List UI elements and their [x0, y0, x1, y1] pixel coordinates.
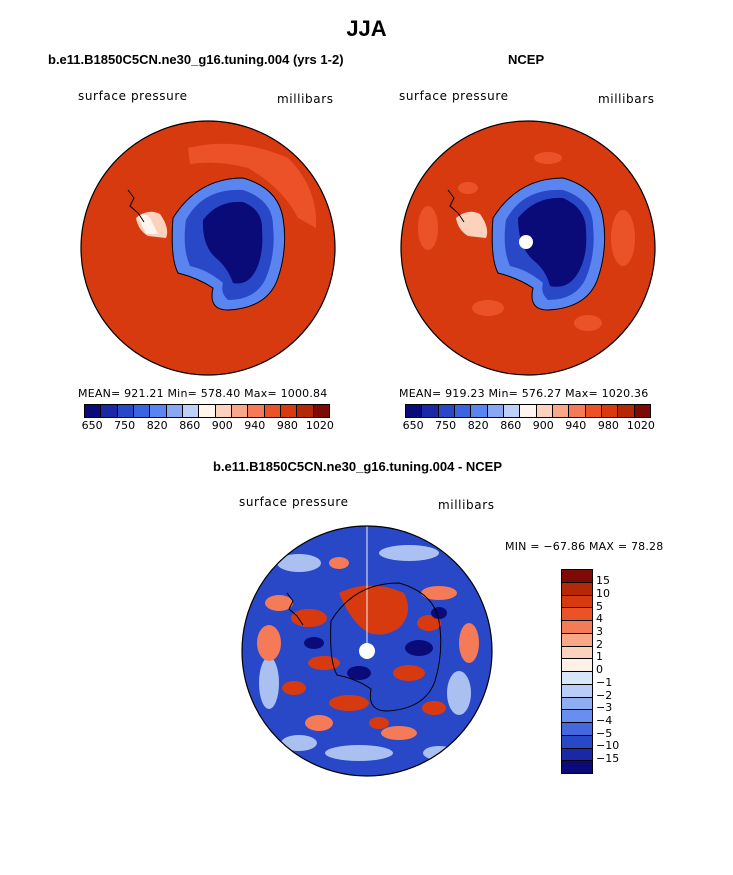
- colorbar-swatch: [562, 621, 592, 634]
- colorbar-tick-label: 4: [596, 612, 603, 626]
- colorbar-swatch: [562, 608, 592, 621]
- map-difference-surface-pressure: [241, 525, 493, 777]
- colorbar-tick-label: 750: [114, 419, 136, 432]
- colorbar-tick-label: 1020: [305, 419, 334, 432]
- colorbar-tick-label: 0: [596, 663, 603, 677]
- colorbar-swatch: [166, 405, 183, 417]
- colorbar-tick-label: 10: [596, 587, 610, 601]
- colorbar-tick-label: 650: [81, 419, 103, 432]
- colorbar-swatch: [117, 405, 134, 417]
- colorbar-tick-label: 940: [244, 419, 266, 432]
- colorbar-tick-label: 980: [597, 419, 619, 432]
- panel-2-units-label: millibars: [598, 92, 655, 106]
- panel-3-title: b.e11.B1850C5CN.ne30_g16.tuning.004 - NC…: [213, 459, 503, 474]
- colorbar-swatch: [280, 405, 298, 417]
- colorbar-tick-label: 2: [596, 637, 603, 651]
- colorbar-swatch: [552, 405, 570, 417]
- panel-3-units-label: millibars: [438, 498, 495, 512]
- panel-2-variable-label: surface pressure: [399, 89, 509, 103]
- colorbar-swatch: [406, 405, 423, 417]
- colorbar-swatch: [562, 659, 592, 672]
- colorbar-tick-label: 820: [467, 419, 489, 432]
- colorbar-swatch: [601, 405, 619, 417]
- colorbar-swatch: [562, 570, 592, 583]
- colorbar-swatch: [562, 672, 592, 685]
- colorbar-swatch: [133, 405, 151, 417]
- colorbar-tick-label: 5: [596, 599, 603, 613]
- colorbar-swatch: [471, 405, 488, 417]
- colorbar-swatch: [618, 405, 635, 417]
- colorbar-tick-label: 650: [402, 419, 424, 432]
- colorbar-swatch: [487, 405, 504, 417]
- colorbar-swatch: [313, 405, 329, 417]
- panel-1-variable-label: surface pressure: [78, 89, 188, 103]
- colorbar-tick-label: 940: [565, 419, 587, 432]
- colorbar-swatch: [264, 405, 281, 417]
- colorbar-tick-label: 900: [532, 419, 554, 432]
- colorbar-tick-label: −1: [596, 675, 613, 689]
- colorbar-swatch: [150, 405, 167, 417]
- colorbar-tick-label: 1: [596, 650, 603, 664]
- colorbar-swatch: [634, 405, 650, 417]
- colorbar-tick-label: −5: [596, 726, 613, 740]
- panel-3-stats: MIN = −67.86 MAX = 78.28: [505, 540, 664, 553]
- colorbar-swatch: [562, 633, 592, 647]
- colorbar-tick-label: 1020: [626, 419, 655, 432]
- colorbar-swatch: [562, 595, 592, 609]
- panel-2-stats: MEAN= 919.23 Min= 576.27 Max= 1020.36: [399, 387, 649, 400]
- colorbar-tick-label: 3: [596, 625, 603, 639]
- colorbar-swatch: [562, 582, 592, 596]
- colorbar-swatch: [199, 405, 216, 417]
- colorbar-swatch: [438, 405, 455, 417]
- colorbar-tick-label: −15: [596, 751, 620, 765]
- colorbar-tick-label: 980: [276, 419, 298, 432]
- colorbar-swatch: [562, 646, 592, 660]
- page-title: JJA: [346, 16, 387, 41]
- panel-1-stats: MEAN= 921.21 Min= 578.40 Max= 1000.84: [78, 387, 328, 400]
- colorbar-tick-label: −2: [596, 688, 613, 702]
- colorbar-swatch: [422, 405, 439, 417]
- colorbar-swatch: [454, 405, 472, 417]
- colorbar-swatch: [297, 405, 314, 417]
- colorbar-ncep: [405, 404, 651, 418]
- colorbar-swatch: [562, 697, 592, 711]
- colorbar-tick-label: 900: [211, 419, 233, 432]
- colorbar-swatch: [503, 405, 521, 417]
- colorbar-swatch: [562, 723, 592, 736]
- colorbar-swatch: [562, 710, 592, 723]
- colorbar-swatch: [585, 405, 602, 417]
- colorbar-swatch: [182, 405, 200, 417]
- map-model-surface-pressure: [80, 120, 336, 376]
- colorbar-swatch: [101, 405, 118, 417]
- colorbar-swatch: [85, 405, 102, 417]
- colorbar-swatch: [562, 735, 592, 749]
- panel-2-title: NCEP: [508, 52, 545, 67]
- colorbar-swatch: [248, 405, 265, 417]
- panel-1-units-label: millibars: [277, 92, 334, 106]
- colorbar-tick-label: −10: [596, 739, 620, 753]
- colorbar-tick-label: 15: [596, 574, 610, 588]
- colorbar-tick-label: 750: [435, 419, 457, 432]
- colorbar-swatch: [215, 405, 232, 417]
- map-ncep-surface-pressure: [400, 120, 656, 376]
- panel-3-variable-label: surface pressure: [239, 495, 349, 509]
- colorbar-tick-label: −3: [596, 701, 613, 715]
- colorbar-tick-label: 820: [146, 419, 168, 432]
- panel-1-title: b.e11.B1850C5CN.ne30_g16.tuning.004 (yrs…: [48, 52, 344, 67]
- colorbar-tick-label: −4: [596, 713, 613, 727]
- colorbar-difference: [561, 569, 593, 774]
- colorbar-swatch: [569, 405, 586, 417]
- colorbar-tick-label: 860: [500, 419, 522, 432]
- colorbar-swatch: [562, 748, 592, 762]
- colorbar-swatch: [231, 405, 249, 417]
- colorbar-swatch: [562, 684, 592, 698]
- colorbar-model: [84, 404, 330, 418]
- colorbar-tick-label: 860: [179, 419, 201, 432]
- colorbar-swatch: [562, 761, 592, 773]
- colorbar-swatch: [536, 405, 553, 417]
- colorbar-swatch: [520, 405, 537, 417]
